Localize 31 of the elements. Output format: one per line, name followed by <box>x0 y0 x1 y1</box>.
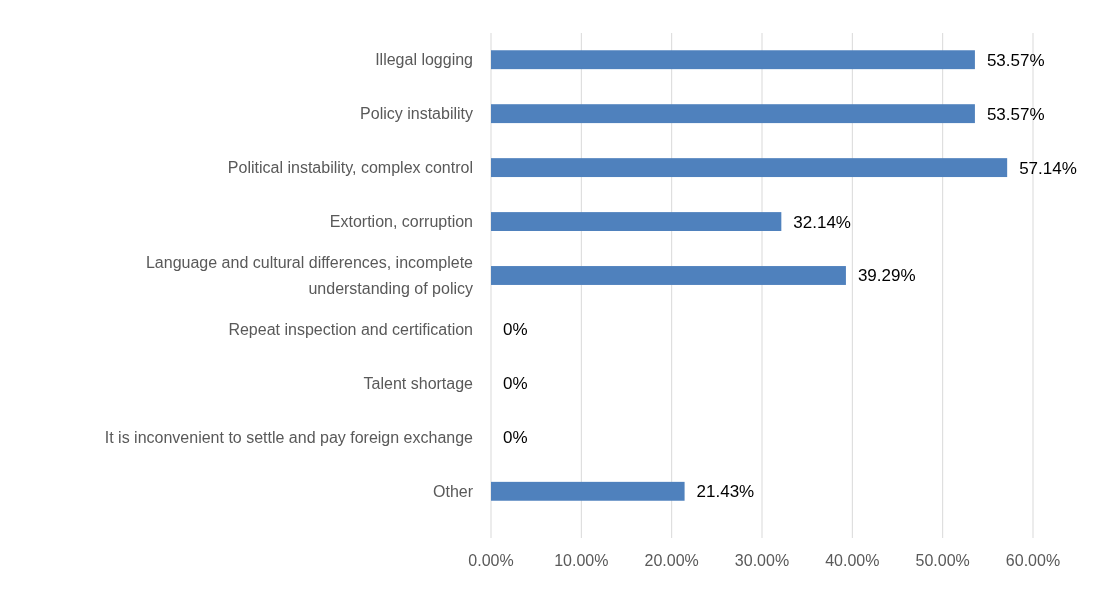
y-tick-label: Other <box>432 482 474 500</box>
x-tick-label: 40.00% <box>825 552 880 569</box>
bar <box>491 481 685 501</box>
y-tick-label: Talent shortage <box>363 375 474 392</box>
x-tick-label: 10.00% <box>554 552 609 569</box>
y-tick-label: Illegal logging <box>375 51 473 69</box>
data-label: 21.43% <box>696 482 755 502</box>
data-label: 0% <box>503 374 528 394</box>
y-tick-label: Policy instability <box>360 105 473 123</box>
x-tick-label: 0.00% <box>468 552 514 569</box>
y-tick-label: Repeat inspection and certification <box>228 321 473 339</box>
x-tick-label: 60.00% <box>1005 552 1061 569</box>
data-label: 39.29% <box>857 266 916 286</box>
bar <box>491 104 975 124</box>
bar <box>491 212 782 231</box>
data-label: 32.14% <box>793 212 851 232</box>
data-label: 53.57% <box>986 50 1045 70</box>
y-tick-label: Language and cultural differences, incomplete understanding of policy <box>145 254 474 298</box>
x-tick-label: 50.00% <box>915 552 970 569</box>
data-label: 57.14% <box>1019 158 1077 178</box>
data-label: 0% <box>503 428 528 448</box>
x-tick-label: 30.00% <box>734 552 790 569</box>
y-tick-label: Extortion, corruption <box>329 213 473 231</box>
x-tick-label: 20.00% <box>644 552 699 569</box>
y-tick-label: Political instability, complex control <box>227 159 473 177</box>
bar <box>491 158 1008 178</box>
data-label: 53.57% <box>986 104 1045 124</box>
bar <box>491 50 975 70</box>
y-tick-label: It is inconvenient to settle and pay foreign exchange <box>104 428 474 446</box>
data-label: 0% <box>503 320 528 340</box>
bar <box>491 266 846 285</box>
